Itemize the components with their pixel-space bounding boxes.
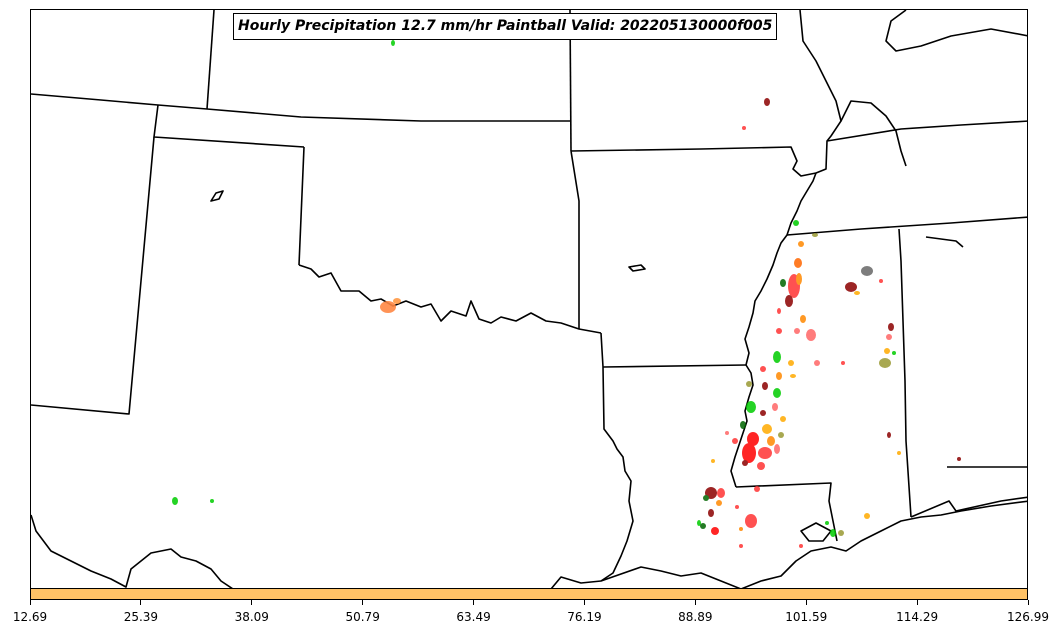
- colorbar-tick-mark: [473, 600, 475, 605]
- border-tennessee-mississippi: [786, 216, 1027, 236]
- cluster-texas-west: [172, 497, 214, 505]
- border-wyoming-colorado: [206, 10, 215, 110]
- colorbar-tick-label: 114.29: [896, 610, 939, 624]
- border-oklahoma-arkansas: [570, 150, 580, 329]
- border-new-mexico-west: [31, 136, 155, 415]
- louisiana-coastline: [550, 500, 1027, 588]
- colorbar-tick-mark: [916, 600, 918, 605]
- ohio-river: [840, 100, 907, 167]
- lake-pontchartrain: [800, 522, 832, 542]
- border-kansas-oklahoma: [570, 146, 817, 177]
- map-title: Hourly Precipitation 12.7 mm/hr Paintbal…: [233, 13, 778, 40]
- colorbar: [30, 588, 1028, 600]
- colorbar-tick-label: 88.89: [678, 610, 713, 624]
- border-missouri-arkansas: [815, 120, 1027, 174]
- colorbar-tick-mark: [29, 600, 31, 605]
- colorbar-tick-label: 38.09: [234, 610, 269, 624]
- colorbar-tick-mark: [694, 600, 696, 605]
- colorbar-tick-label: 126.99: [1007, 610, 1049, 624]
- missouri-river: [799, 10, 842, 142]
- gulf-coastline: [31, 514, 233, 588]
- border-texas-louisiana: [600, 332, 634, 582]
- cluster-north: [391, 40, 770, 130]
- cluster-red-river: [380, 298, 401, 313]
- border-arkansas-louisiana: [602, 364, 747, 368]
- lake-arkansas: [628, 264, 646, 272]
- lake-oklahoma: [210, 190, 224, 202]
- colorbar-tick-mark: [140, 600, 142, 605]
- colorbar-tick-label: 25.39: [123, 610, 159, 624]
- lake-tennessee: [925, 236, 964, 248]
- map-canvas: [31, 10, 1027, 588]
- colorbar-tick-label: 101.59: [785, 610, 828, 624]
- colorbar-tick-label: 76.19: [567, 610, 602, 624]
- colorbar-tick-mark: [1027, 600, 1029, 605]
- precip-paintballs: [172, 40, 961, 548]
- colorbar-tick-label: 50.79: [345, 610, 380, 624]
- colorbar-tick-label: 63.49: [456, 610, 491, 624]
- colorbar-tick-label: 12.69: [12, 610, 48, 624]
- border-mississippi-alabama: [898, 228, 912, 518]
- colorbar-tick-mark: [362, 600, 364, 605]
- cluster-mississippi-line: [697, 220, 870, 548]
- colorbar-tick-mark: [251, 600, 253, 605]
- colorbar-tick-mark: [583, 600, 585, 605]
- border-louisiana-mississippi-south: [735, 482, 838, 542]
- border-colorado-kansas-north: [31, 93, 570, 122]
- ohio-river-north: [885, 10, 1027, 52]
- border-oklahoma-texas-red-river: [298, 264, 602, 334]
- map-panel: [30, 9, 1028, 589]
- border-alabama-florida: [910, 496, 1027, 518]
- border-oklahoma-panhandle-west: [298, 146, 305, 266]
- cluster-mississippi-east: [845, 266, 961, 461]
- colorbar-tick-mark: [805, 600, 807, 605]
- state-boundaries: [31, 10, 1027, 588]
